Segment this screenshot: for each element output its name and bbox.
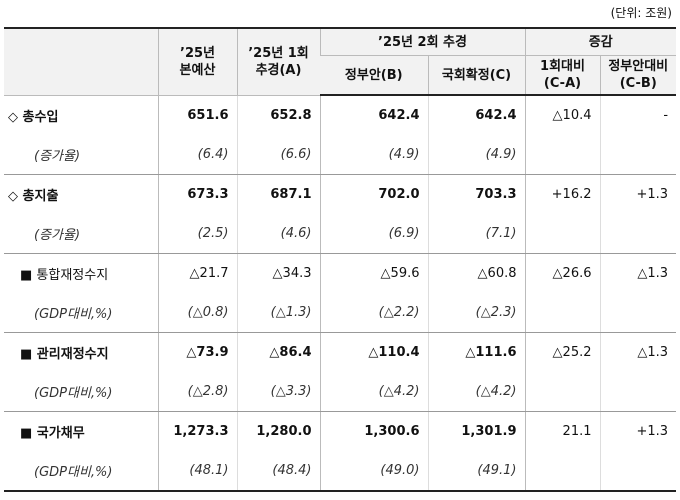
empty-cell <box>599 214 677 254</box>
value-cell: △73.9 <box>157 332 237 372</box>
empty-cell <box>599 135 677 175</box>
value-cell: (6.4) <box>157 135 237 175</box>
value-cell: - <box>599 95 677 135</box>
value-cell: △26.6 <box>524 253 600 293</box>
value-cell: 1,273.3 <box>157 411 237 451</box>
value-cell: (△4.2) <box>427 372 525 412</box>
value-cell: 642.4 <box>427 95 525 135</box>
value-cell: +1.3 <box>599 174 677 214</box>
main-row: ◇ 총지출 673.3 687.1 702.0 703.3 +16.2 +1.3 <box>4 174 677 214</box>
value-cell: (4.9) <box>427 135 525 175</box>
value-cell: △60.8 <box>427 253 525 293</box>
table-body: ◇ 총수입 651.6 652.8 642.4 642.4 △10.4- (증가율) (6.4… <box>4 95 677 492</box>
value-cell: 1,301.9 <box>427 411 525 451</box>
value-cell: 703.3 <box>427 174 525 214</box>
value-cell: △111.6 <box>427 332 525 372</box>
value-cell: (2.5) <box>157 214 237 254</box>
empty-cell <box>599 293 677 333</box>
value-cell: △25.2 <box>524 332 600 372</box>
sub-row: (GDP대비,%) (48.1) (48.4) (49.0) (49.1) <box>4 451 677 492</box>
row-label: (GDP대비,%) <box>4 451 158 492</box>
row-label: ◇ 총지출 <box>8 189 59 204</box>
value-cell: (48.1) <box>157 451 237 492</box>
value-cell: △1.3 <box>599 332 677 372</box>
value-cell: 673.3 <box>157 174 237 214</box>
empty-cell <box>524 293 600 333</box>
value-cell: (49.1) <box>427 451 525 492</box>
value-cell: 651.6 <box>157 95 237 135</box>
empty-cell <box>599 451 677 492</box>
header-cell: 1회대비 (C-A) <box>524 55 600 96</box>
row-label: ■ 국가채무 <box>20 426 85 441</box>
table-header: ’25년 본예산 ’25년 1회 추경(A) ’25년 2회 추경 증감 정부안… <box>4 27 677 96</box>
value-cell: (4.6) <box>236 214 320 254</box>
unit-note: (단위: 조원) <box>610 6 672 20</box>
header-cell: ’25년 본예산 <box>157 27 237 96</box>
value-cell: 642.4 <box>319 95 428 135</box>
main-row: ■ 관리재정수지 △73.9 △86.4 △110.4 △111.6 △25.2 △1.3 <box>4 332 677 372</box>
header-cell: 국회확정(C) <box>427 55 525 96</box>
header-blank <box>4 27 158 96</box>
header-cell: 정부안대비 (C-B) <box>599 55 677 96</box>
fiscal-table: ’25년 본예산 ’25년 1회 추경(A) ’25년 2회 추경 증감 정부안… <box>4 27 677 492</box>
sub-row: (증가율) (6.4) (6.6) (4.9) (4.9) <box>4 135 677 175</box>
header-cell: 정부안(B) <box>320 55 428 96</box>
value-cell: △59.6 <box>319 253 428 293</box>
empty-cell <box>524 451 600 492</box>
value-cell: +1.3 <box>599 411 677 451</box>
value-cell: (49.0) <box>319 451 428 492</box>
value-cell: (△2.2) <box>319 293 428 333</box>
value-cell: (△2.3) <box>427 293 525 333</box>
value-cell: 1,280.0 <box>236 411 320 451</box>
row-label: ■ 통합재정수지 <box>20 268 109 283</box>
value-cell: 652.8 <box>236 95 320 135</box>
value-cell: (48.4) <box>236 451 320 492</box>
empty-cell <box>524 135 600 175</box>
empty-cell <box>524 372 600 412</box>
row-label: (증가율) <box>4 135 158 175</box>
value-cell: (△4.2) <box>319 372 428 412</box>
value-cell: (6.6) <box>236 135 320 175</box>
sub-row: (증가율) (2.5) (4.6) (6.9) (7.1) <box>4 214 677 254</box>
main-row: ◇ 총수입 651.6 652.8 642.4 642.4 △10.4- <box>4 95 677 135</box>
value-cell: 687.1 <box>236 174 320 214</box>
value-cell: △86.4 <box>236 332 320 372</box>
value-cell: (△1.3) <box>236 293 320 333</box>
row-label: (증가율) <box>4 214 158 254</box>
sub-row: (GDP대비,%) (△2.8) (△3.3) (△4.2) (△4.2) <box>4 372 677 412</box>
row-label: (GDP대비,%) <box>4 372 158 412</box>
empty-cell <box>599 372 677 412</box>
row-label: ◇ 총수입 <box>8 109 59 125</box>
value-cell: (△0.8) <box>157 293 237 333</box>
row-label: (GDP대비,%) <box>4 293 158 333</box>
value-cell: (6.9) <box>319 214 428 254</box>
main-row: ■ 통합재정수지 △21.7 △34.3 △59.6 △60.8 △26.6 △1.3 <box>4 253 677 293</box>
header-group: ’25년 2회 추경 <box>319 27 525 56</box>
main-row: ■ 국가채무 1,273.3 1,280.0 1,300.6 1,301.9 21.1 +1… <box>4 411 677 451</box>
value-cell: 1,300.6 <box>319 411 428 451</box>
value-cell: △110.4 <box>319 332 428 372</box>
value-cell: (△2.8) <box>157 372 237 412</box>
value-cell: +16.2 <box>524 174 600 214</box>
value-cell: △10.4 <box>524 95 600 135</box>
value-cell: △21.7 <box>157 253 237 293</box>
value-cell: (△3.3) <box>236 372 320 412</box>
value-cell: △34.3 <box>236 253 320 293</box>
sub-row: (GDP대비,%) (△0.8) (△1.3) (△2.2) (△2.3) <box>4 293 677 333</box>
value-cell: 702.0 <box>319 174 428 214</box>
value-cell: 21.1 <box>524 411 600 451</box>
header-cell: ’25년 1회 추경(A) <box>236 27 320 96</box>
value-cell: △1.3 <box>599 253 677 293</box>
empty-cell <box>524 214 600 254</box>
value-cell: (4.9) <box>319 135 428 175</box>
value-cell: (7.1) <box>427 214 525 254</box>
header-group: 증감 <box>524 27 677 56</box>
row-label: ■ 관리재정수지 <box>20 347 109 362</box>
